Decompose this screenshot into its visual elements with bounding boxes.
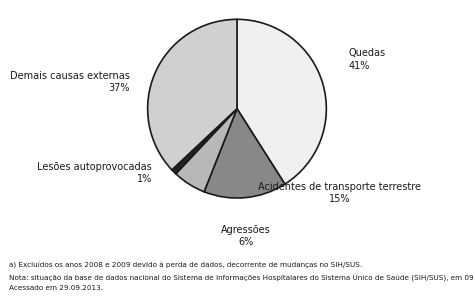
Wedge shape — [176, 109, 237, 192]
Wedge shape — [204, 109, 285, 198]
Text: Quedas
41%: Quedas 41% — [349, 48, 386, 71]
Text: Demais causas externas
37%: Demais causas externas 37% — [10, 71, 130, 93]
Wedge shape — [147, 19, 237, 170]
Text: Nota: situação da base de dados nacional do Sistema de Informações Hospitalares : Nota: situação da base de dados nacional… — [9, 274, 474, 282]
Text: Agressões
6%: Agressões 6% — [221, 225, 271, 247]
Wedge shape — [237, 19, 327, 184]
Text: Acidentes de transporte terrestre
15%: Acidentes de transporte terrestre 15% — [258, 182, 421, 204]
Text: Acessado em 29.09.2013.: Acessado em 29.09.2013. — [9, 285, 103, 291]
Text: a) Excluídos os anos 2008 e 2009 devido à perda de dados, decorrente de mudanças: a) Excluídos os anos 2008 e 2009 devido … — [9, 262, 363, 269]
Wedge shape — [172, 109, 237, 174]
Text: Lesões autoprovocadas
1%: Lesões autoprovocadas 1% — [37, 162, 152, 184]
